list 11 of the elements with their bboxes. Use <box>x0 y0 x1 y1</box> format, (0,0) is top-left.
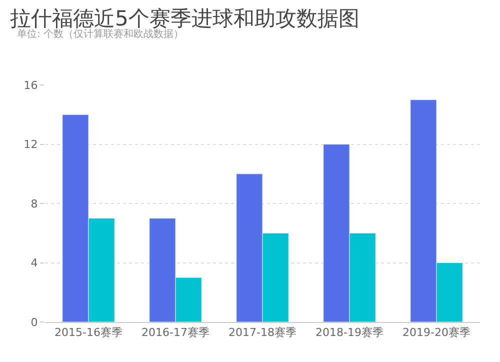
x-tick-label: 2018-19赛季 <box>316 326 384 340</box>
y-tick-label: 16 <box>24 78 38 92</box>
chart-subtitle: 单位: 个数（仅计算联赛和欧战数据） <box>17 28 184 40</box>
x-tick-label: 2015-16赛季 <box>54 326 122 340</box>
y-tick-label: 12 <box>24 138 38 152</box>
y-tick-label: 4 <box>30 256 38 270</box>
x-tick-label: 2019-20赛季 <box>402 326 470 340</box>
x-tick-label: 2016-17赛季 <box>142 326 210 340</box>
y-tick-label: 8 <box>30 197 38 210</box>
x-tick-label: 2017-18赛季 <box>228 326 296 340</box>
y-tick-label: 0 <box>30 316 38 329</box>
